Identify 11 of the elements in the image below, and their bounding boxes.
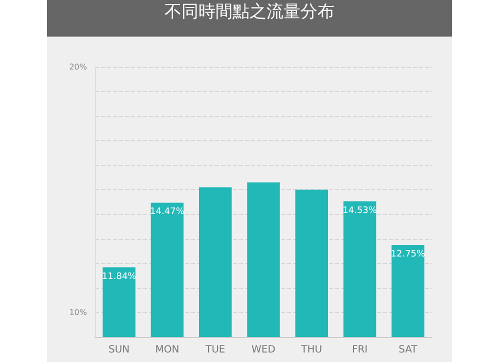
data-label: 12.75% xyxy=(390,249,426,260)
y-tick-label: 20% xyxy=(69,62,88,72)
x-tick-label: TUE xyxy=(204,344,226,356)
chart-title: 不同時間點之流量分布 xyxy=(47,0,452,37)
x-tick-label: MON xyxy=(155,344,180,356)
x-tick-label: SUN xyxy=(108,344,130,356)
x-tick-label: FRI xyxy=(352,344,368,356)
y-tick-label: 10% xyxy=(69,308,88,317)
x-tick-label: SAT xyxy=(398,344,418,356)
x-tick-label: THU xyxy=(300,344,322,356)
x-tick-label: WED xyxy=(252,344,276,356)
